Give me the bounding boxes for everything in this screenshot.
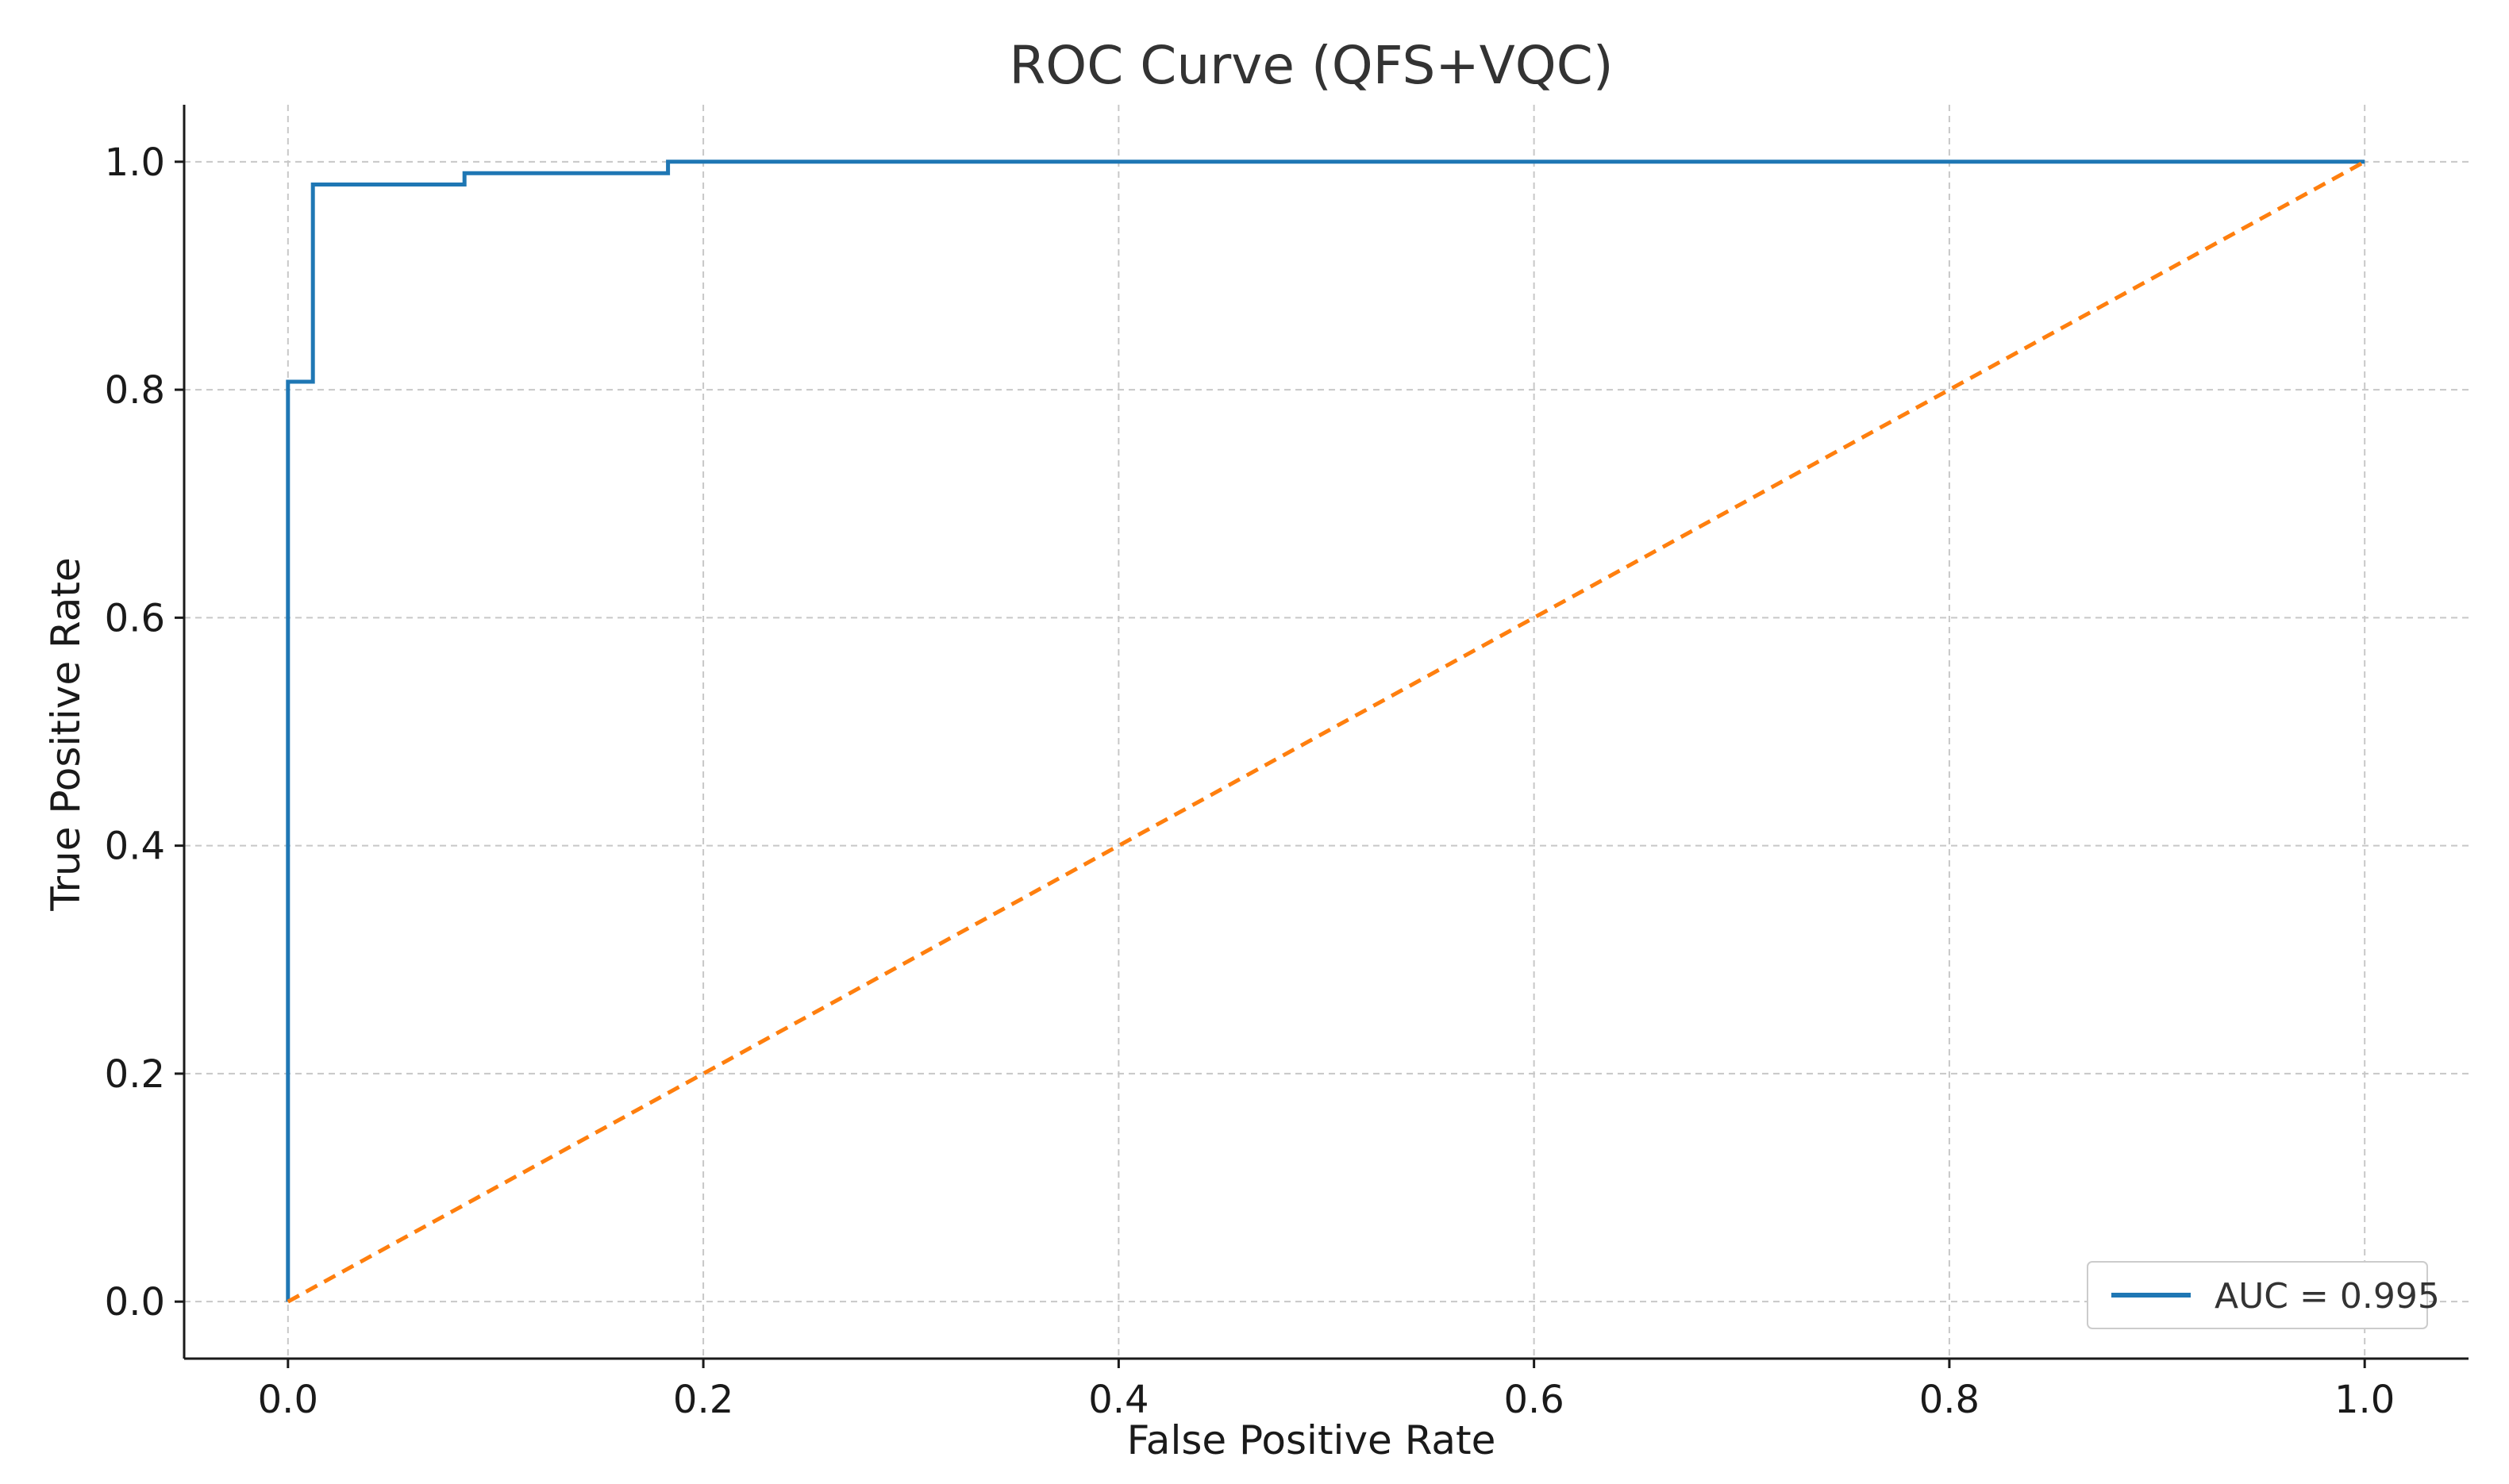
y-tick-label-0: 0.0 — [105, 1280, 165, 1324]
legend-label-auc: AUC = 0.995 — [2215, 1276, 2440, 1317]
chart-title: ROC Curve (QFS+VQC) — [1009, 35, 1613, 96]
y-tick-label-4: 0.8 — [105, 368, 165, 413]
y-tick-label-1: 0.2 — [105, 1052, 165, 1097]
roc-curve-line — [286, 160, 2365, 1302]
x-tick-label-1: 0.2 — [673, 1378, 733, 1422]
ticks: 0.0 0.2 0.4 0.6 0.8 1.0 0.0 0.2 0.4 0.6 0.8 1.0 — [105, 140, 2395, 1422]
x-tick-label-4: 0.8 — [1919, 1378, 1980, 1422]
x-axis-label: False Positive Rate — [1127, 1417, 1496, 1463]
x-tick-label-2: 0.4 — [1088, 1378, 1149, 1422]
x-tick-label-3: 0.6 — [1503, 1378, 1564, 1422]
chance-diagonal-line — [287, 160, 2366, 1304]
x-tick-label-5: 1.0 — [2334, 1378, 2395, 1422]
y-tick-label-3: 0.6 — [105, 596, 165, 640]
y-tick-label-2: 0.4 — [105, 825, 165, 869]
series-layer — [286, 160, 2366, 1304]
y-tick-label-5: 1.0 — [105, 140, 165, 185]
y-axis-label: True Positive Rate — [43, 557, 89, 911]
legend: AUC = 0.995 — [2087, 1261, 2440, 1329]
axes — [183, 105, 2469, 1360]
x-tick-label-0: 0.0 — [258, 1378, 318, 1422]
legend-box — [2087, 1261, 2428, 1329]
